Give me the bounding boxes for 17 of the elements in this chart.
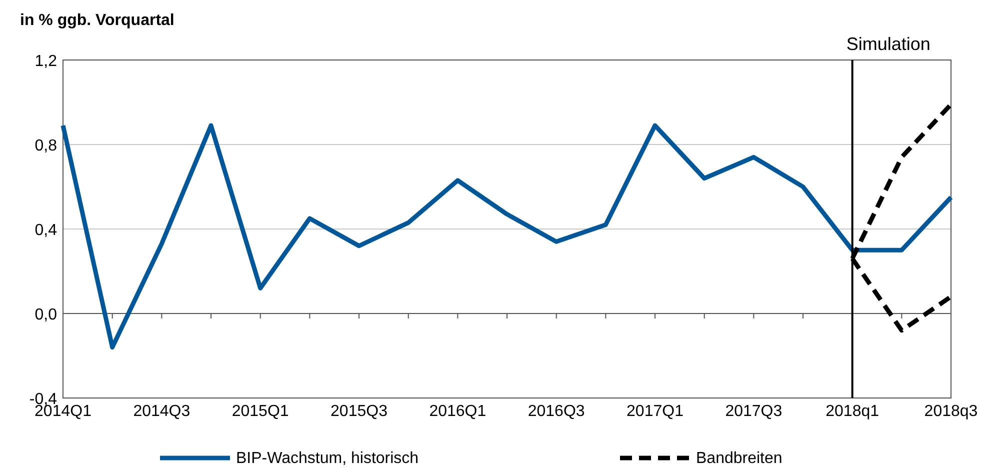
x-tick-label: 2017Q1 [626,403,684,420]
x-tick-label: 2017Q3 [725,403,782,420]
x-tick-label: 2016Q1 [429,403,486,420]
x-tick-label: 2018q1 [826,403,880,420]
y-tick-label: 1,2 [34,53,58,70]
x-tick-label: 2018q3 [924,403,978,420]
x-tick-label: 2014Q3 [133,403,190,420]
x-tick-label: 2015Q1 [232,403,289,420]
legend-label: Bandbreiten [696,450,782,467]
x-tick-label: 2016Q3 [528,403,585,420]
x-tick-label: 2015Q3 [330,403,388,420]
ref-line-label: Simulation [846,34,930,54]
y-tick-label: 0,4 [34,222,58,239]
y-axis-title: in % ggb. Vorquartal [20,12,174,29]
legend-label: BIP-Wachstum, historisch [236,450,419,467]
y-tick-label: 0,0 [34,306,58,324]
y-tick-label: 0,8 [34,138,58,154]
